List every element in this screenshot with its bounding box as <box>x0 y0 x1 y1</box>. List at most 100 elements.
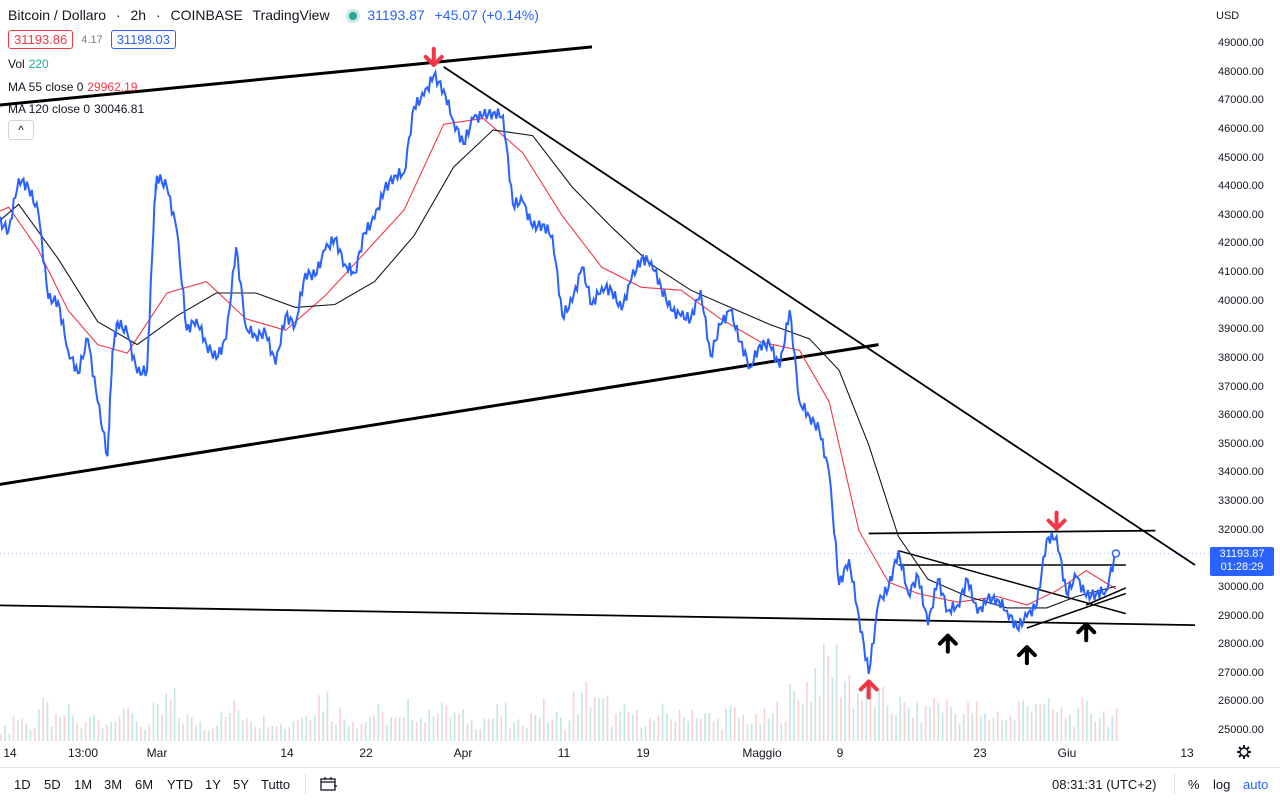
sell-button[interactable]: 31193.86 <box>8 30 74 49</box>
buy-button[interactable]: 31198.03 <box>110 30 176 49</box>
volume-bar <box>309 720 312 741</box>
volume-bar <box>496 704 498 741</box>
volume-bar <box>717 718 719 741</box>
volume-bar <box>691 709 694 741</box>
time-tick: 19 <box>636 746 650 760</box>
volume-bar <box>55 713 57 741</box>
price-axis[interactable] <box>1210 0 1280 741</box>
volume-bar <box>526 727 528 741</box>
volume-bar <box>619 711 621 741</box>
volume-bar <box>844 681 846 741</box>
volume-bar <box>76 723 78 741</box>
volume-bar <box>980 716 982 741</box>
log-scale-toggle[interactable]: log <box>1213 777 1231 792</box>
volume-bar <box>517 719 520 741</box>
volume-bar <box>466 723 469 741</box>
price-tick: 27000.00 <box>1218 666 1264 679</box>
timeframe-button[interactable]: 1D <box>14 777 31 792</box>
volume-bar <box>97 719 100 741</box>
time-tick: 9 <box>836 746 844 760</box>
trendline <box>0 604 1196 626</box>
volume-bar <box>441 702 443 741</box>
timeframe-button[interactable]: 1M <box>74 777 93 792</box>
timeframe-button[interactable]: 5Y <box>233 777 249 792</box>
volume-bar <box>678 709 681 741</box>
timeframe-button[interactable]: Tutto <box>261 777 291 792</box>
volume-bar <box>322 711 324 741</box>
timeframe-button[interactable]: 5D <box>44 777 61 792</box>
timeframe-button[interactable]: YTD <box>167 777 193 792</box>
timeframe-button[interactable]: 6M <box>135 777 154 792</box>
volume-bar <box>857 693 859 741</box>
volume-bar <box>555 711 558 741</box>
volume-bar <box>271 726 274 741</box>
volume-bar <box>84 722 87 741</box>
volume-bar <box>975 701 978 741</box>
price-tick: 44000.00 <box>1218 180 1264 193</box>
volume-bar <box>326 691 329 741</box>
volume-bar <box>347 726 350 741</box>
volume-bar <box>1115 708 1118 741</box>
volume-bar <box>577 714 579 741</box>
volume-bar <box>190 716 193 741</box>
time-tick: Giu <box>1057 746 1077 760</box>
time-tick: Mar <box>146 746 168 760</box>
volume-bar <box>878 689 880 741</box>
volume-bar <box>101 727 104 741</box>
volume-bar <box>80 727 83 741</box>
volume-bar <box>1005 719 1008 741</box>
chart-canvas[interactable] <box>0 0 1210 741</box>
volume-indicator-legend[interactable]: Vol 220 <box>8 57 49 71</box>
volume-bar <box>420 718 422 741</box>
arrow-down-marker <box>1046 510 1067 531</box>
trendline <box>0 45 593 107</box>
volume-bar <box>50 727 53 741</box>
volume-bar <box>589 706 592 741</box>
volume-bar <box>335 724 337 741</box>
trendline <box>1026 592 1127 629</box>
price-tick: 48000.00 <box>1218 65 1264 78</box>
volume-bar <box>411 719 414 741</box>
percent-scale-toggle[interactable]: % <box>1188 777 1200 792</box>
volume-bar <box>687 721 689 741</box>
volume-bar <box>801 703 804 741</box>
trendlines <box>0 45 1196 629</box>
ma55-indicator-legend[interactable]: MA 55 close 0 29962.19 <box>8 80 137 94</box>
volume-bar <box>861 699 863 741</box>
volume-bar <box>912 717 914 741</box>
collapse-legend-button[interactable]: ^ <box>8 120 34 140</box>
timeframe-button[interactable]: 1Y <box>205 777 221 792</box>
interval-label[interactable]: 2h <box>130 7 147 23</box>
volume-bar <box>1098 718 1101 741</box>
volume-bar <box>827 655 829 741</box>
price-tick: 41000.00 <box>1218 266 1264 278</box>
volume-bar <box>114 721 117 741</box>
volume-bar <box>971 712 974 741</box>
arrow-down-marker <box>423 46 444 67</box>
ma120-indicator-legend[interactable]: MA 120 close 0 30046.81 <box>8 102 144 116</box>
volume-bar <box>330 721 333 741</box>
volume-bar <box>479 729 481 741</box>
volume-bar <box>831 676 834 741</box>
auto-scale-toggle[interactable]: auto <box>1243 777 1269 792</box>
calendar-range-icon[interactable] <box>320 776 338 792</box>
volume-bar <box>288 727 291 741</box>
timeframe-button[interactable]: 3M <box>104 777 123 792</box>
currency-label[interactable]: USD <box>1216 10 1240 22</box>
time-tick: 11 <box>557 746 571 760</box>
price-tick: 35000.00 <box>1218 437 1264 450</box>
volume-bar <box>572 692 575 741</box>
volume-bar <box>144 729 146 741</box>
volume-bar <box>534 715 537 741</box>
symbol-name[interactable]: Bitcoin / Dollaro <box>8 7 107 23</box>
volume-bar <box>606 695 609 741</box>
volume-bar <box>229 712 231 741</box>
settings-gear-icon[interactable] <box>1236 744 1252 760</box>
price-tick: 49000.00 <box>1218 37 1264 49</box>
volume-bar <box>403 717 405 741</box>
clock-timezone[interactable]: 08:31:31 (UTC+2) <box>1052 777 1157 792</box>
volume-bar <box>869 693 872 741</box>
volume-bar <box>135 722 138 741</box>
volume-bar <box>1013 719 1016 741</box>
volume-bar <box>356 728 358 741</box>
